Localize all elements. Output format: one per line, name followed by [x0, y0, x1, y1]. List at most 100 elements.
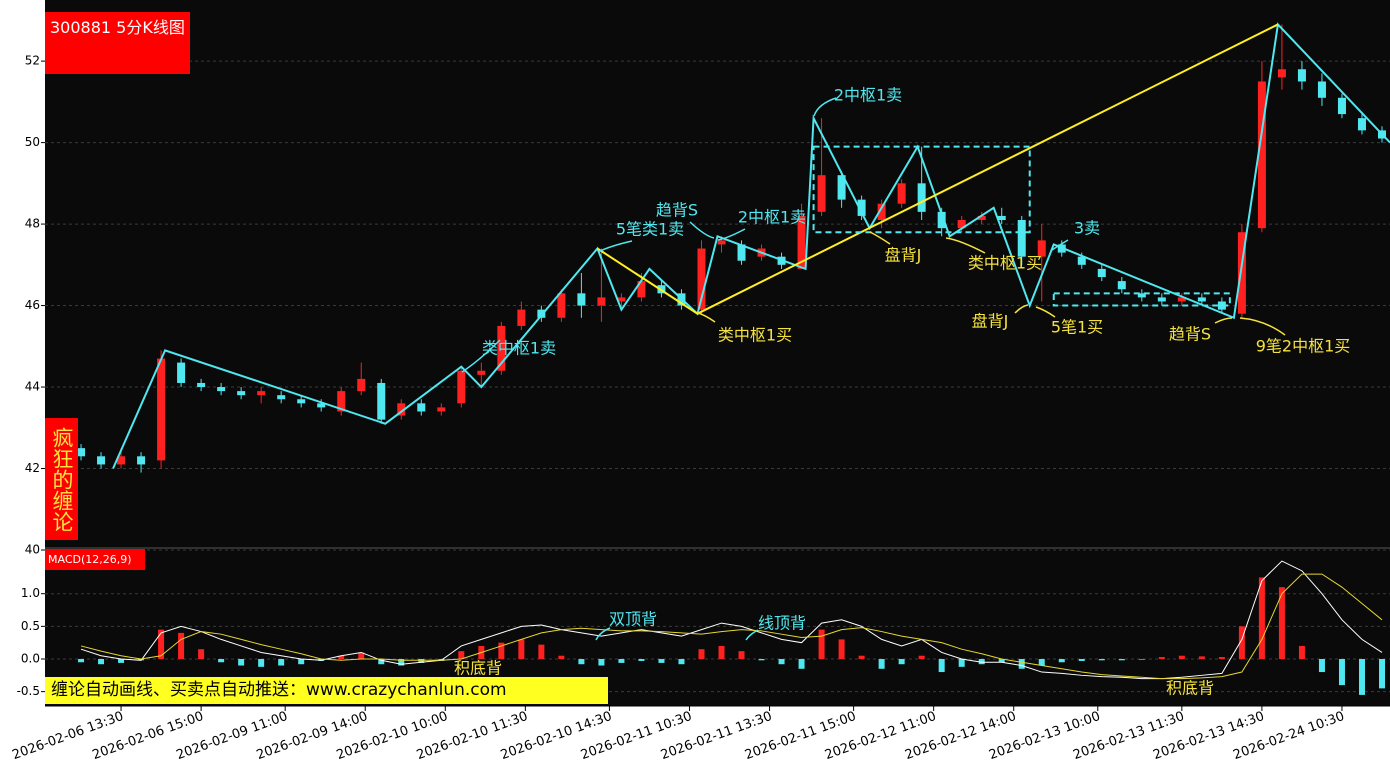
macd-bar: [498, 642, 505, 659]
annotation: 9笔2中枢1买: [1256, 337, 1351, 356]
candle-body: [617, 297, 626, 302]
candle-body: [817, 175, 826, 212]
y-tick-label: 40: [25, 543, 40, 557]
candle-body: [117, 456, 126, 465]
annotation-arrow: [689, 221, 715, 239]
annotation: 类中枢1买: [718, 326, 792, 345]
candle-body: [877, 203, 886, 220]
annotation: 积底背: [454, 659, 502, 678]
macd-bar: [538, 644, 545, 659]
macd-bar: [1378, 658, 1385, 689]
macd-bar: [698, 649, 705, 659]
candle-body: [1337, 97, 1346, 115]
pivot-box: [1052, 292, 1231, 307]
macd-bar: [198, 649, 205, 659]
plot-background: [45, 0, 1390, 706]
macd-bar: [118, 658, 125, 663]
y-tick-label: 46: [25, 298, 40, 312]
annotation: 盘背J: [885, 246, 922, 265]
stroke-line: [112, 22, 1390, 469]
macd-bar: [618, 658, 625, 663]
macd-bar: [718, 645, 725, 659]
candle-body: [1357, 118, 1366, 131]
macd-bar: [658, 658, 665, 663]
y-tick-label: 1.0: [21, 586, 40, 600]
candle-body: [497, 325, 506, 371]
candle-body: [1117, 281, 1126, 290]
candle-body: [937, 211, 946, 229]
annotation-arrow: [1214, 317, 1233, 324]
candle-body: [1237, 232, 1246, 314]
candle-body: [197, 382, 206, 388]
candle-body: [537, 309, 546, 318]
macd-bar: [838, 639, 845, 659]
candle-body: [177, 362, 186, 383]
annotation-arrow: [1051, 239, 1069, 251]
macd-bar: [958, 658, 965, 667]
macd-bar: [598, 658, 605, 666]
macd-bar: [898, 658, 905, 665]
pivot-box: [812, 145, 1031, 234]
annotation: 2中枢1卖: [738, 208, 806, 227]
candle-body: [997, 215, 1006, 220]
annotation-arrow: [597, 240, 633, 253]
macd-bar: [358, 652, 365, 659]
macd-bar: [878, 658, 885, 669]
macd-bar: [778, 658, 785, 665]
macd-bar: [638, 658, 645, 661]
annotation-arrow: [595, 627, 611, 641]
annotation: 5笔类1卖: [616, 220, 684, 239]
macd-bar: [1178, 655, 1185, 659]
candle-body: [1217, 301, 1226, 310]
candle-body: [217, 387, 226, 392]
annotation-arrow: [945, 237, 986, 254]
y-tick-label: 0.5: [21, 619, 40, 633]
candle-body: [357, 378, 366, 392]
candle-body: [77, 448, 86, 457]
candle-body: [897, 183, 906, 204]
candle-body: [397, 403, 406, 416]
macd-bar: [1118, 658, 1125, 661]
candle-body: [297, 399, 306, 404]
candle-body: [257, 391, 266, 396]
annotation: 类中枢1买: [968, 254, 1042, 273]
annotation-arrow: [1014, 304, 1029, 314]
candle-body: [417, 403, 426, 412]
annotation-arrow: [1035, 306, 1056, 318]
macd-bar: [938, 658, 945, 673]
macd-bar: [558, 655, 565, 659]
macd-bar: [338, 655, 345, 659]
annotation-arrow: [461, 339, 501, 373]
candle-body: [717, 240, 726, 245]
macd-bar: [218, 658, 225, 663]
macd-bar: [1298, 645, 1305, 659]
macd-bar: [238, 658, 245, 666]
candle-body: [697, 248, 706, 310]
macd-bar: [1198, 656, 1205, 659]
y-tick-label: -0.5: [17, 684, 40, 698]
annotation: 趋背S: [656, 201, 698, 220]
annotation-arrow: [813, 97, 837, 117]
candle-body: [1317, 81, 1326, 98]
candle-body: [557, 293, 566, 318]
macd-bar: [1158, 657, 1165, 659]
macd-bar: [1218, 657, 1225, 659]
macd-bar: [818, 629, 825, 659]
dea-line: [80, 573, 1383, 680]
macd-bar: [738, 651, 745, 659]
macd-bar: [998, 658, 1005, 663]
chart-title: 300881 5分K线图: [45, 12, 190, 74]
candle-body: [1277, 69, 1286, 78]
stroke-line: [596, 23, 1279, 315]
candle-body: [1177, 297, 1186, 302]
macd-bar: [978, 658, 985, 665]
annotation-arrow: [1239, 317, 1286, 336]
candle-body: [917, 183, 926, 212]
y-tick-label: 0.0: [21, 651, 40, 665]
macd-bar: [158, 629, 165, 659]
candle-body: [737, 244, 746, 261]
annotation: 趋背S: [1169, 325, 1211, 344]
banner: 缠论自动画线、买卖点自动推送：www.crazychanlun.com: [45, 677, 608, 704]
